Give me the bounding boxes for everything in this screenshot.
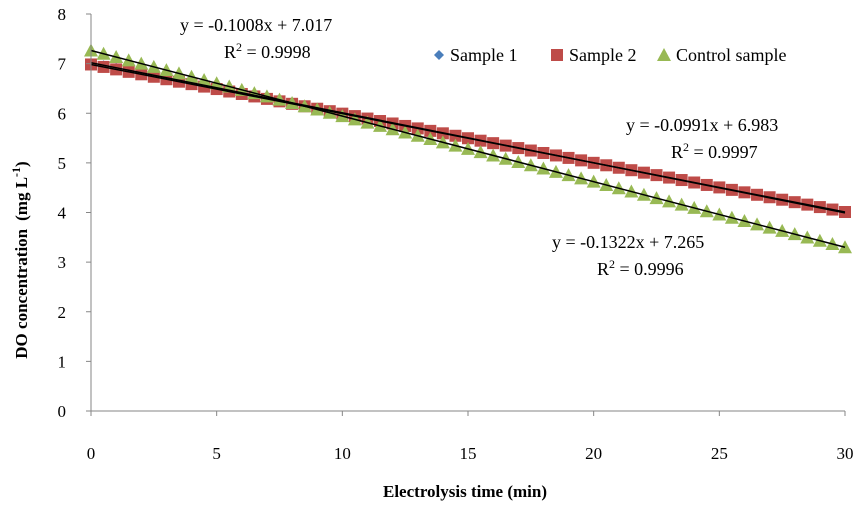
y-axis-title-unit: (mg L bbox=[12, 177, 31, 221]
y-tick-label: 6 bbox=[58, 104, 67, 123]
y-axis-title-main: DO concentration bbox=[12, 228, 31, 358]
legend-marker-sample1 bbox=[434, 50, 444, 60]
legend-label-sample2: Sample 2 bbox=[569, 45, 637, 65]
legend-label-sample1: Sample 1 bbox=[450, 45, 518, 65]
y-axis-title-close: ) bbox=[12, 161, 31, 167]
legend-background bbox=[423, 40, 841, 68]
trendline-r2-sample2: R2 = 0.9997 bbox=[671, 140, 758, 162]
axes bbox=[86, 13, 846, 416]
x-tick-label: 20 bbox=[585, 444, 602, 463]
legend-marker-control bbox=[657, 48, 671, 61]
y-axis-title-exp: -1 bbox=[9, 167, 23, 177]
trendline-equation-sample1: y = -0.1008x + 7.017 bbox=[180, 15, 332, 35]
r2-label: R bbox=[671, 142, 683, 162]
legend-marker-sample2 bbox=[551, 49, 563, 61]
y-tick-label: 3 bbox=[58, 253, 67, 272]
x-tick-label: 10 bbox=[334, 444, 351, 463]
trendline-equation-control: y = -0.1322x + 7.265 bbox=[552, 232, 704, 252]
r2-value: = 0.9998 bbox=[242, 42, 311, 62]
trendline-r2-control: R2 = 0.9996 bbox=[597, 257, 684, 279]
r2-label: R bbox=[597, 259, 609, 279]
r2-label: R bbox=[224, 42, 236, 62]
x-tick-label: 25 bbox=[711, 444, 728, 463]
y-tick-label: 8 bbox=[58, 5, 67, 24]
trendline-control bbox=[90, 49, 846, 249]
x-tick-label: 30 bbox=[837, 444, 854, 463]
tick-labels: 0 1 2 3 4 5 6 7 8 0 5 10 15 20 25 30 bbox=[58, 5, 854, 463]
y-tick-label: 1 bbox=[58, 352, 67, 371]
y-tick-label: 2 bbox=[58, 303, 67, 322]
r2-value: = 0.9997 bbox=[689, 142, 758, 162]
trendline-equation-sample2: y = -0.0991x + 6.983 bbox=[626, 115, 778, 135]
y-tick-label: 4 bbox=[58, 204, 67, 223]
r2-exp: 2 bbox=[609, 257, 615, 271]
x-tick-label: 15 bbox=[460, 444, 477, 463]
trendline-r2-sample1: R2 = 0.9998 bbox=[224, 40, 311, 62]
r2-value: = 0.9996 bbox=[615, 259, 684, 279]
x-axis-title: Electrolysis time (min) bbox=[383, 482, 547, 501]
trendlines bbox=[90, 49, 846, 249]
r2-exp: 2 bbox=[236, 40, 242, 54]
r2-exp: 2 bbox=[683, 140, 689, 154]
x-tick-label: 0 bbox=[87, 444, 96, 463]
y-axis-title: DO concentration (mg L-1) bbox=[9, 161, 31, 358]
legend-items bbox=[434, 48, 671, 61]
y-tick-label: 7 bbox=[58, 55, 67, 74]
legend: Sample 1 Sample 2 Control sample bbox=[423, 40, 841, 68]
legend-label-control: Control sample bbox=[676, 45, 787, 65]
trendline-sample2 bbox=[90, 63, 846, 213]
y-tick-label: 0 bbox=[58, 402, 67, 421]
y-tick-label: 5 bbox=[58, 154, 67, 173]
x-tick-label: 5 bbox=[212, 444, 221, 463]
